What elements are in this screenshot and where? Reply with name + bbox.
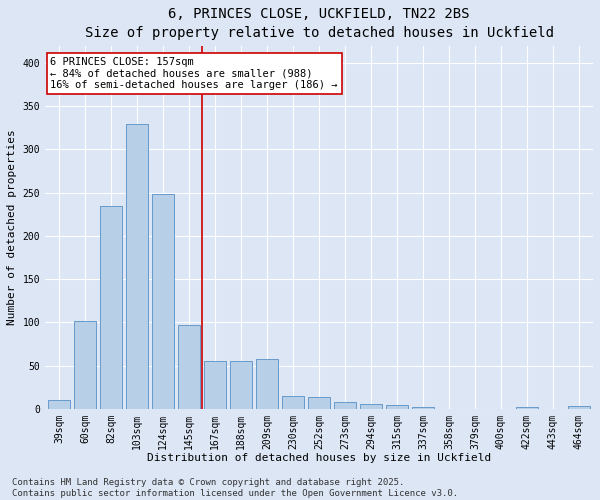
Bar: [178, 325, 200, 409]
Bar: [230, 361, 252, 409]
Bar: [126, 124, 148, 409]
Bar: [568, 406, 590, 409]
Bar: [256, 358, 278, 409]
X-axis label: Distribution of detached houses by size in Uckfield: Distribution of detached houses by size …: [147, 453, 491, 463]
Bar: [516, 407, 538, 409]
Bar: [386, 406, 408, 409]
Bar: [360, 404, 382, 409]
Text: 6 PRINCES CLOSE: 157sqm
← 84% of detached houses are smaller (988)
16% of semi-d: 6 PRINCES CLOSE: 157sqm ← 84% of detache…: [50, 56, 338, 90]
Bar: [308, 396, 330, 409]
Bar: [100, 206, 122, 409]
Bar: [204, 361, 226, 409]
Text: Contains HM Land Registry data © Crown copyright and database right 2025.
Contai: Contains HM Land Registry data © Crown c…: [12, 478, 458, 498]
Y-axis label: Number of detached properties: Number of detached properties: [7, 130, 17, 325]
Bar: [152, 194, 174, 409]
Bar: [74, 320, 96, 409]
Bar: [334, 402, 356, 409]
Title: 6, PRINCES CLOSE, UCKFIELD, TN22 2BS
Size of property relative to detached house: 6, PRINCES CLOSE, UCKFIELD, TN22 2BS Siz…: [85, 7, 554, 40]
Bar: [282, 396, 304, 409]
Bar: [48, 400, 70, 409]
Bar: [412, 407, 434, 409]
